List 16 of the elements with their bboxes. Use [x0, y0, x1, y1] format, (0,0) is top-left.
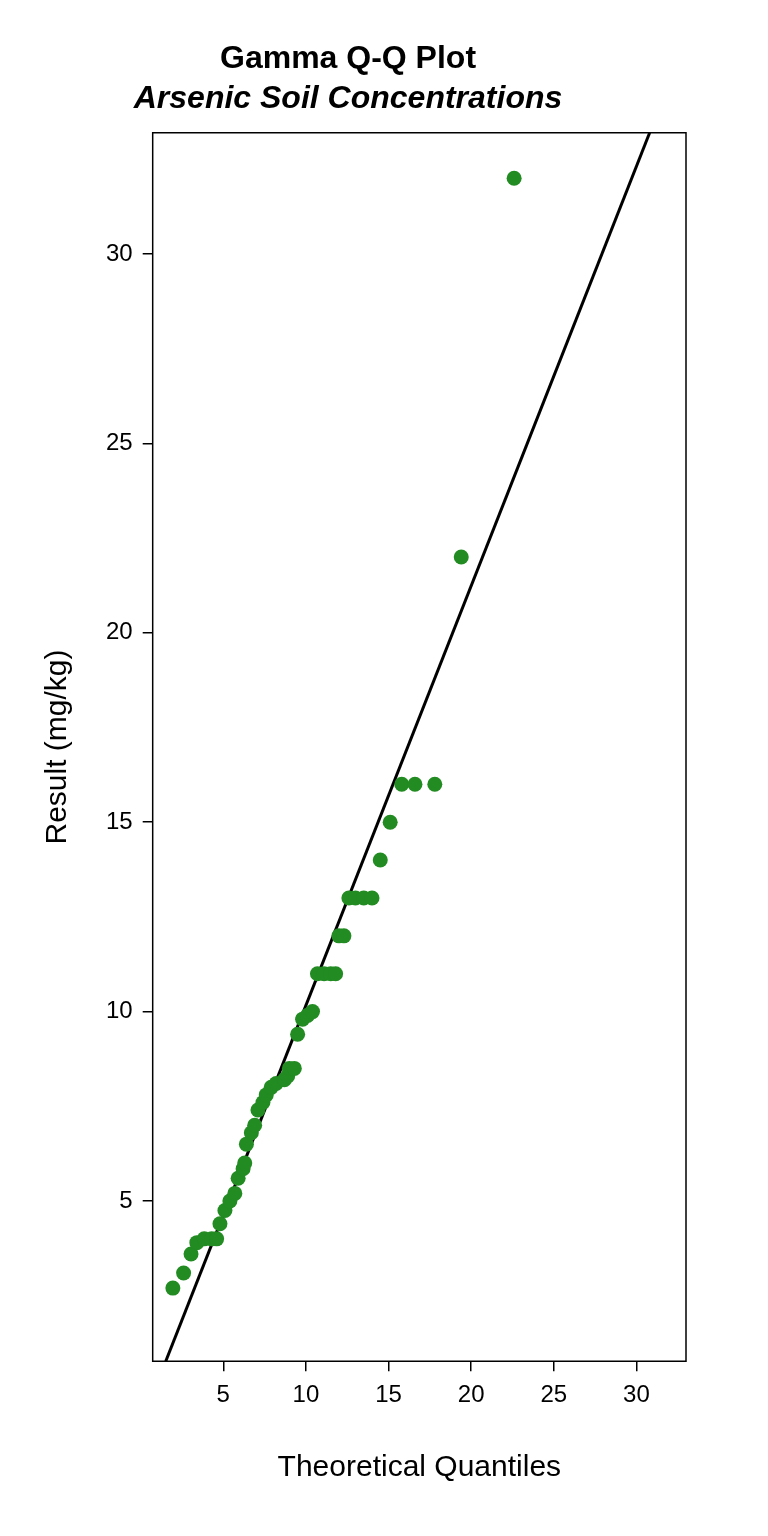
x-tick-label: 25 [540, 1380, 568, 1408]
x-tick-label: 5 [216, 1380, 230, 1408]
chart-title: Gamma Q-Q Plot [219, 39, 477, 76]
x-tick-label: 10 [292, 1380, 320, 1408]
x-axis-title: Theoretical Quantiles [277, 1449, 562, 1483]
y-tick-label: 10 [105, 996, 133, 1024]
y-tick-label: 5 [119, 1185, 133, 1213]
x-tick-label: 20 [457, 1380, 485, 1408]
y-tick-label: 20 [105, 617, 133, 645]
y-tick-label: 15 [105, 806, 133, 834]
x-tick-label: 15 [375, 1380, 402, 1408]
y-tick-label: 25 [105, 428, 133, 456]
y-axis-title: Result (mg/kg) [39, 649, 73, 845]
x-tick-label: 30 [623, 1380, 650, 1408]
chart-subtitle: Arsenic Soil Concentrations [132, 79, 563, 116]
y-tick-label: 30 [105, 238, 133, 266]
